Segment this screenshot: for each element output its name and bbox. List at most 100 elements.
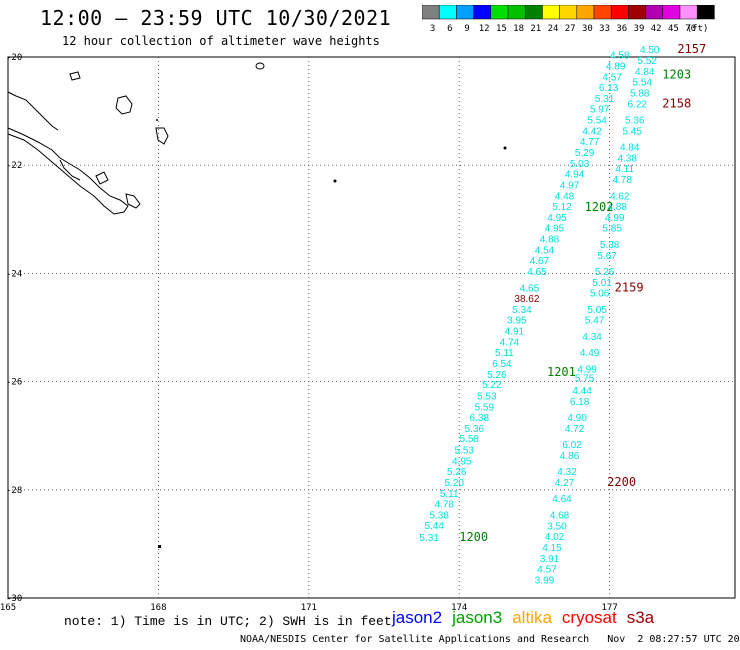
legend-tick-label: 39 (634, 24, 645, 34)
wave-height-label: 4.90 (567, 413, 587, 424)
legend-tick-label: 45 (668, 24, 679, 34)
wave-height-label: 4.78 (434, 500, 454, 511)
wave-height-label: 5.31 (595, 94, 615, 105)
legend-tick-label: 15 (496, 24, 507, 34)
wave-height-label: 4.02 (545, 532, 565, 543)
y-tick-label: -20 (6, 53, 22, 63)
y-tick-label: -26 (6, 378, 22, 388)
track-jason3-1: 3.994.573.914.154.023.504.684.644.274.32… (535, 45, 660, 586)
wave-height-label: 6.22 (627, 99, 647, 110)
wave-height-label: 4.95 (545, 224, 565, 235)
wave-height-label: 5.01 (592, 278, 612, 289)
wave-height-label: 5.26 (487, 370, 507, 381)
time-label: 2157 (677, 42, 706, 56)
satellite-legend-item: jason2 (392, 608, 443, 627)
wave-height-label: 5.58 (460, 434, 480, 445)
island-dot (333, 179, 337, 183)
wave-height-label: 5.75 (575, 374, 595, 385)
coastline-outlines (7, 62, 265, 215)
wave-height-label: 4.58 (610, 51, 630, 62)
wave-height-label: 4.94 (565, 170, 585, 181)
wave-height-label: 5.44 (424, 521, 444, 532)
wave-height-label: 4.84 (635, 67, 655, 78)
wave-height-label: 5.47 (585, 316, 605, 327)
time-label: 2158 (662, 96, 691, 110)
satellite-legend-item: altika (512, 608, 552, 627)
wave-height-label: 4.49 (580, 348, 600, 359)
wave-height-label: 5.53 (477, 391, 497, 402)
plot-frame (7, 56, 736, 599)
wave-height-label: 4.88 (607, 202, 627, 213)
wave-height-label: 4.62 (610, 191, 630, 202)
wave-height-label: 4.57 (602, 72, 622, 83)
wave-height-label: 5.85 (602, 224, 622, 235)
wave-height-label: 5.03 (570, 159, 590, 170)
wave-height-label: 4.27 (555, 478, 575, 489)
satellite-legend-item: jason3 (452, 608, 503, 627)
legend-tick-label: 3 (430, 24, 435, 34)
coastline-path (95, 171, 109, 185)
legend-tick-label: 33 (599, 24, 610, 34)
wave-height-label: 4.44 (572, 386, 592, 397)
x-tick-label: 165 (0, 603, 16, 613)
wave-height-label: 6.13 (599, 83, 619, 94)
time-label: 2159 (615, 280, 644, 294)
wave-height-label: 6.02 (562, 440, 582, 451)
wave-height-label: 4.95 (452, 456, 472, 467)
x-tick-label: 174 (451, 603, 467, 613)
wave-height-label: 5.38 (429, 510, 449, 521)
wave-height-label: 5.54 (633, 78, 653, 89)
footer-note: note: 1) Time is in UTC; 2) SWH is in fe… (64, 614, 392, 629)
wave-height-label: 5.26 (595, 267, 615, 278)
coastline-path (59, 159, 81, 181)
coastline-path (7, 91, 59, 131)
coastline-path (255, 62, 265, 70)
wave-height-label: 5.29 (575, 148, 595, 159)
wave-height-label: 5.97 (590, 105, 610, 116)
wave-height-label: 5.38 (600, 240, 620, 251)
x-tick-label: 177 (602, 603, 618, 613)
wave-height-label: 5.36 (465, 424, 485, 435)
time-label: 1203 (662, 68, 691, 82)
wave-height-label: 3.50 (547, 521, 567, 532)
wave-height-label: 4.91 (505, 327, 525, 338)
wave-height-label: 4.97 (560, 180, 580, 191)
legend-tick-label: 6 (447, 24, 452, 34)
y-tick-label: -22 (6, 161, 22, 171)
wave-height-label: 4.50 (640, 45, 660, 56)
island-dot (503, 146, 507, 150)
wave-height-label: 4.54 (535, 245, 555, 256)
wave-height-label: 6.38 (470, 413, 490, 424)
wave-height-label: 4.95 (547, 213, 567, 224)
legend-tick-label: 24 (548, 24, 559, 34)
wave-height-label: 5.59 (475, 402, 495, 413)
time-label: 1201 (547, 365, 576, 379)
wave-height-label: 4.99 (605, 213, 625, 224)
wave-height-label: 4.57 (537, 565, 557, 576)
satellite-legend-item: s3a (626, 608, 655, 627)
wave-height-label: 5.06 (590, 289, 610, 300)
island-dot (158, 545, 161, 548)
x-tick-label: 171 (301, 603, 317, 613)
coastline-path (69, 71, 81, 81)
page-title: 12:00 – 23:59 UTC 10/30/2021 (40, 6, 392, 30)
wave-height-label: 6.18 (570, 397, 590, 408)
wave-height-label: 5.22 (482, 380, 502, 391)
wave-height-label: 4.77 (580, 137, 600, 148)
wave-height-label: 4.74 (500, 337, 520, 348)
coastline-path (7, 127, 129, 215)
time-label: 1202 (585, 200, 614, 214)
wave-height-label: 5.34 (512, 305, 532, 316)
wave-height-label: 4.88 (540, 235, 560, 246)
wave-height-label: 5.52 (638, 56, 658, 67)
wave-height-label: 4.64 (552, 494, 572, 505)
wave-height-label: 4.67 (530, 256, 550, 267)
legend-tick-label: 30 (582, 24, 593, 34)
wave-height-label: 4.48 (555, 191, 575, 202)
wave-height-label: 5.11 (495, 348, 514, 359)
wave-height-label: 3.91 (540, 554, 560, 565)
wave-height-label: 4.89 (606, 61, 626, 72)
island-dot (156, 119, 158, 121)
wave-height-label: 4.11 (615, 164, 634, 175)
legend-tick-label: 42 (651, 24, 662, 34)
